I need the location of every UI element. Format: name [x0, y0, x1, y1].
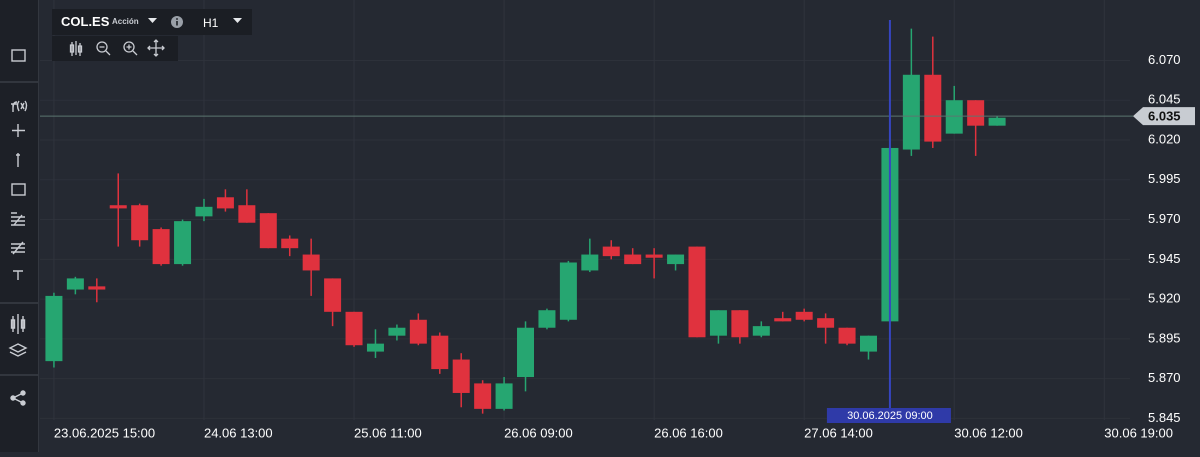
y-tick-label: 6.070 — [1148, 52, 1181, 67]
candle-body — [774, 318, 792, 322]
candle-body — [259, 213, 277, 249]
gann-icon[interactable] — [11, 241, 25, 255]
timeframe-dropdown[interactable] — [232, 16, 244, 26]
layers-icon[interactable] — [8, 343, 28, 357]
candle-body — [238, 205, 256, 223]
function-icon[interactable] — [11, 100, 28, 112]
info-icon[interactable] — [170, 15, 184, 29]
chart-tools — [52, 36, 178, 61]
left-toolbar — [0, 0, 39, 452]
x-tick-label: 30.06 12:00 — [954, 425, 1023, 440]
candle-body — [409, 319, 427, 344]
candle-body — [474, 383, 492, 409]
candle-body — [624, 254, 642, 265]
candle-body — [452, 359, 470, 393]
candle-body — [66, 278, 84, 290]
candle-body — [902, 74, 920, 150]
chart-type-icon[interactable] — [69, 41, 83, 56]
y-tick-label: 5.970 — [1148, 211, 1181, 226]
line-tool-icon[interactable] — [16, 153, 20, 167]
indicators-icon[interactable] — [10, 314, 26, 334]
candle-body — [709, 310, 727, 336]
candle-body — [988, 117, 1006, 126]
candle-body — [688, 246, 706, 338]
x-tick-label: 23.06.2025 15:00 — [54, 425, 155, 440]
chart-tool-icons — [69, 39, 165, 57]
candle-body — [302, 254, 320, 271]
candle-body — [602, 246, 620, 257]
symbol-dropdown[interactable] — [147, 16, 159, 26]
candle-body — [345, 311, 363, 346]
y-tick-label: 5.920 — [1148, 291, 1181, 306]
candle-body — [281, 238, 299, 249]
candle-body — [45, 295, 63, 362]
candle-body — [967, 100, 985, 126]
y-tick-label: 5.945 — [1148, 251, 1181, 266]
candle-body — [152, 229, 170, 265]
candle-body — [388, 327, 406, 336]
candle-body — [667, 254, 685, 265]
candle-body — [731, 310, 749, 338]
y-tick-label: 6.020 — [1148, 131, 1181, 146]
y-tick-label: 6.045 — [1148, 92, 1181, 107]
price-label: 6.035 — [1148, 109, 1181, 124]
candle-body — [517, 327, 535, 378]
candle-body — [838, 327, 856, 344]
candle-body — [795, 311, 813, 320]
symbol-panel: COL.ES Acción H1 — [52, 9, 252, 61]
candle-body — [174, 221, 192, 265]
candle-body — [859, 335, 877, 352]
crosshair-icon[interactable] — [12, 124, 25, 137]
candle-body — [324, 278, 342, 312]
fib-icon[interactable] — [11, 212, 25, 226]
candle-body — [752, 326, 770, 336]
timeframe[interactable]: H1 — [203, 16, 219, 30]
price-label-box — [1133, 107, 1195, 126]
x-tick-label: 30.06 19:00 — [1104, 425, 1173, 440]
pan-icon[interactable] — [147, 39, 165, 57]
candle-body — [581, 254, 599, 271]
symbol[interactable]: COL.ES — [61, 14, 110, 29]
text-tool-icon[interactable] — [13, 270, 23, 280]
candle-body — [88, 286, 106, 290]
candle-body — [538, 310, 556, 328]
x-tick-label: 26.06 09:00 — [504, 425, 573, 440]
zoom-in-icon[interactable] — [123, 41, 135, 53]
symbol-bar: COL.ES Acción H1 — [52, 9, 252, 35]
candle-body — [195, 206, 213, 217]
y-tick-label: 5.845 — [1148, 410, 1181, 425]
x-tick-label: 26.06 16:00 — [654, 425, 723, 440]
candle-body — [924, 74, 942, 142]
crosshair-label: 30.06.2025 09:00 — [847, 410, 933, 422]
candle-body — [945, 100, 963, 134]
x-tick-label: 24.06 13:00 — [204, 425, 273, 440]
crosshair-label-box — [826, 408, 951, 423]
y-tick-label: 5.895 — [1148, 330, 1181, 345]
candle-body — [109, 205, 127, 209]
candle-body — [131, 205, 149, 241]
candle-body — [645, 254, 663, 258]
y-tick-label: 5.995 — [1148, 171, 1181, 186]
x-tick-label: 27.06 14:00 — [804, 425, 873, 440]
candle-body — [366, 343, 384, 352]
zoom-out-icon[interactable] — [96, 41, 108, 53]
y-tick-label: 5.870 — [1148, 370, 1181, 385]
candle-body — [817, 318, 835, 328]
asset-type: Acción — [112, 17, 139, 26]
candle-body — [216, 197, 234, 209]
candle-body — [559, 262, 577, 320]
x-tick-label: 25.06 11:00 — [354, 425, 422, 440]
toolbar-icons — [0, 49, 38, 406]
candle-body — [431, 335, 449, 370]
rect-tool-icon[interactable] — [11, 183, 26, 196]
layout-icon[interactable] — [11, 49, 26, 62]
candle-body — [495, 383, 513, 409]
plot-background — [40, 0, 1200, 452]
